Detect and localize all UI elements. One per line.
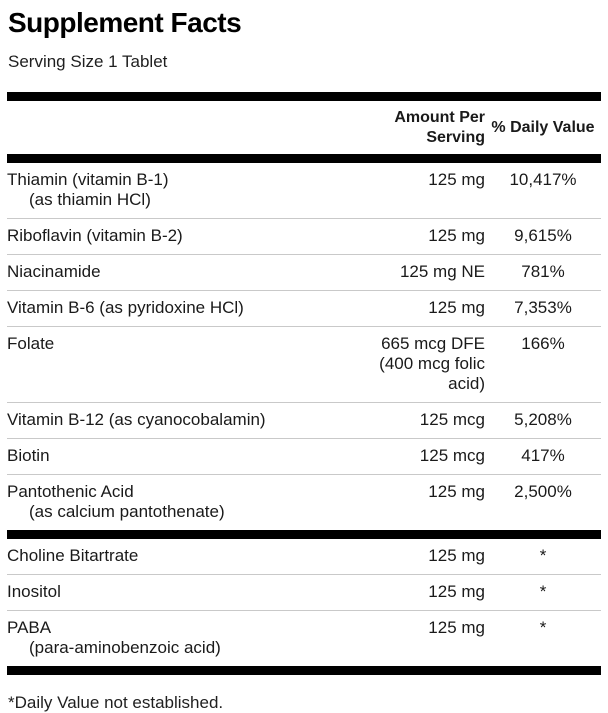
nutrient-daily-value: 781% [521,262,565,281]
nutrient-amount: 125 mg [428,546,485,565]
nutrient-name-sub: (as calcium pantothenate) [29,502,225,521]
nutrient-name-main: Vitamin B-12 (as cyanocobalamin) [7,410,266,429]
table-section-vitamins: Thiamin (vitamin B-1) (as thiamin HCl) 1… [7,163,601,530]
table-header-row: Amount Per Serving % Daily Value [7,101,601,154]
table-row: Folate 665 mcg DFE (400 mcg folic acid) … [7,326,601,402]
serving-size-text: Serving Size 1 Tablet [8,52,168,71]
nutrient-amount: 125 mg NE [399,262,485,281]
table-row: Pantothenic Acid (as calcium pantothenat… [7,474,601,530]
nutrient-name-main: Pantothenic Acid [7,482,134,501]
table-row: PABA (para-aminobenzoic acid) 125 mg * [7,610,601,666]
nutrient-daily-value: 2,500% [514,482,572,501]
daily-value-header: % Daily Value [485,108,601,148]
nutrient-amount: 125 mcg [419,446,485,465]
nutrient-daily-value: 10,417% [509,170,577,189]
page-title: Supplement Facts [8,7,242,38]
nutrient-name-sub: (as thiamin HCl) [29,190,151,209]
daily-value-footnote: *Daily Value not established. [8,693,224,712]
header-spacer [7,108,373,148]
nutrient-amount: 125 mg [428,170,485,189]
nutrient-name-sub: (para-aminobenzoic acid) [29,638,221,657]
table-row: Choline Bitartrate 125 mg * [7,539,601,574]
table-row: Riboflavin (vitamin B-2) 125 mg 9,615% [7,218,601,254]
nutrient-name-main: Riboflavin (vitamin B-2) [7,226,183,245]
table-row: Inositol 125 mg * [7,574,601,610]
nutrient-name: Riboflavin (vitamin B-2) [7,226,373,246]
amount-header-line2: Serving [426,129,485,146]
nutrient-name-main: Vitamin B-6 (as pyridoxine HCl) [7,298,244,317]
nutrient-amount: 125 mg [428,582,485,601]
nutrient-name-main: Thiamin (vitamin B-1) [7,170,169,189]
nutrient-daily-value: 166% [521,334,565,353]
nutrient-name: Biotin [7,446,373,466]
table-row: Vitamin B-12 (as cyanocobalamin) 125 mcg… [7,402,601,438]
nutrient-name: Choline Bitartrate [7,546,373,566]
nutrient-amount: 125 mg [428,618,485,637]
nutrient-name-main: Folate [7,334,55,353]
daily-value-header-text: % Daily Value [491,119,595,136]
nutrient-amount: 125 mcg [419,410,485,429]
nutrient-amount: 125 mg [428,226,485,245]
nutrient-daily-value: 9,615% [514,226,572,245]
nutrient-name: Folate [7,334,373,354]
table-row: Thiamin (vitamin B-1) (as thiamin HCl) 1… [7,163,601,218]
bottom-thick-bar [7,666,601,675]
nutrient-daily-value: * [539,582,547,601]
nutrient-name-main: PABA [7,618,52,637]
nutrient-name-main: Inositol [7,582,61,601]
nutrient-daily-value: 417% [521,446,565,465]
nutrient-daily-value: 5,208% [514,410,572,429]
nutrient-amount: 125 mg [428,482,485,501]
table-section-other: Choline Bitartrate 125 mg * Inositol 125… [7,539,601,666]
nutrient-amount: 125 mg [428,298,485,317]
nutrient-name: Thiamin (vitamin B-1) (as thiamin HCl) [7,170,373,210]
section-divider-thick-bar [7,530,601,539]
nutrient-name-main: Niacinamide [7,262,101,281]
nutrient-amount: 665 mcg DFE (400 mcg folic acid) [379,334,485,393]
table-row: Biotin 125 mcg 417% [7,438,601,474]
nutrient-daily-value: * [539,618,547,637]
table-row: Vitamin B-6 (as pyridoxine HCl) 125 mg 7… [7,290,601,326]
nutrient-name: Pantothenic Acid (as calcium pantothenat… [7,482,373,522]
top-thick-bar [7,92,601,101]
nutrient-name-main: Choline Bitartrate [7,546,139,565]
nutrient-name: PABA (para-aminobenzoic acid) [7,618,373,658]
nutrient-name: Vitamin B-12 (as cyanocobalamin) [7,410,373,430]
table-row: Niacinamide 125 mg NE 781% [7,254,601,290]
nutrient-name: Niacinamide [7,262,373,282]
nutrient-name: Inositol [7,582,373,602]
nutrient-name: Vitamin B-6 (as pyridoxine HCl) [7,298,373,318]
amount-per-serving-header: Amount Per Serving [373,108,485,148]
header-thick-bar [7,154,601,163]
nutrient-name-main: Biotin [7,446,50,465]
nutrient-daily-value: 7,353% [514,298,572,317]
nutrient-daily-value: * [539,546,547,565]
amount-header-line1: Amount Per [394,109,485,126]
